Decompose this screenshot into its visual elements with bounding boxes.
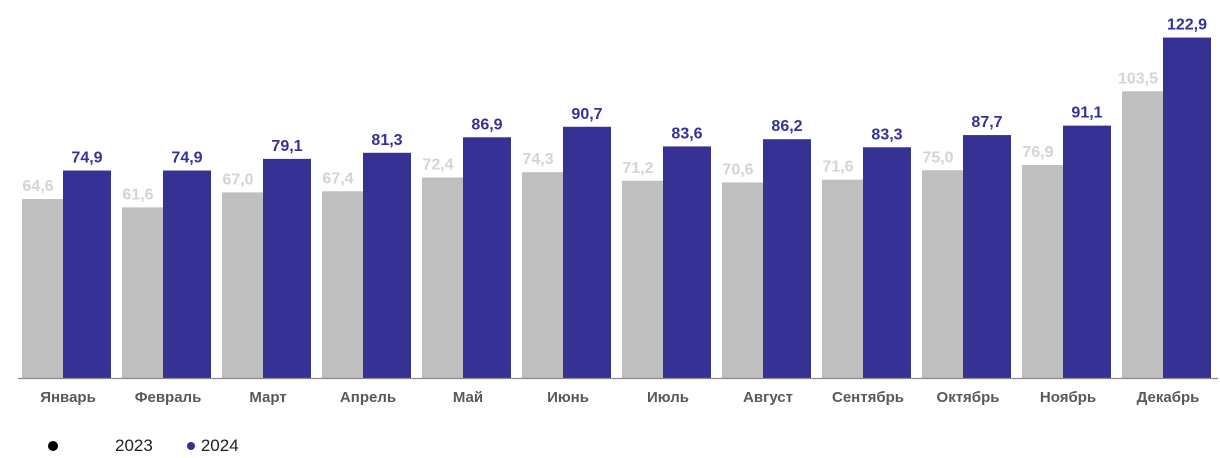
bar-2023-2 [122,207,170,378]
legend-marker-2024-icon [186,442,195,450]
bar-2024-1 [63,170,111,378]
bar-2023-12 [1122,91,1170,379]
category-label: Декабрь [1137,389,1200,406]
category-label: Январь [40,389,96,406]
bar-2023-1 [22,199,70,378]
bar-2024-6 [563,126,611,378]
data-label-2023-8: 70,6 [722,161,753,178]
category-label: Март [249,389,286,406]
data-label-2023-3: 67,0 [222,171,253,188]
data-label-2023-2: 61,6 [122,186,153,203]
data-label-2024-6: 90,7 [571,106,602,123]
data-label-2023-12: 103,5 [1118,70,1158,87]
data-label-2024-2: 74,9 [171,150,202,167]
bar-2023-4 [322,191,370,378]
category-label: Июнь [547,389,589,406]
legend: 2023 2024 [48,434,239,458]
data-label-2024-8: 86,2 [771,118,802,135]
data-label-2023-4: 67,4 [322,170,353,187]
bar-2024-12 [1163,37,1211,378]
category-label: Ноябрь [1040,389,1096,406]
bar-2024-4 [363,152,411,378]
data-label-2024-5: 86,9 [471,116,502,133]
bar-2024-11 [1063,125,1111,378]
bar-2024-2 [163,170,211,378]
bar-2024-10 [963,135,1011,378]
data-label-2024-11: 91,1 [1071,105,1102,122]
data-label-2023-1: 64,6 [22,178,53,195]
legend-marker-2023-icon [48,441,58,451]
bar-2024-3 [263,158,311,378]
bar-2024-9 [863,147,911,378]
bar-2024-5 [463,137,511,378]
category-label: Август [743,389,793,406]
bar-2023-9 [822,179,870,378]
bar-2024-8 [763,139,811,378]
data-label-2024-1: 74,9 [71,150,102,167]
category-label: Сентябрь [832,389,904,406]
bar-2023-7 [622,180,670,378]
bar-2023-3 [222,192,270,378]
legend-label-2023: 2023 [115,436,153,455]
data-label-2024-10: 87,7 [971,114,1002,131]
bar-2023-5 [422,177,470,378]
data-label-2023-10: 75,0 [922,149,953,166]
category-label: Май [453,389,483,406]
bar-2023-11 [1022,164,1070,378]
legend-label-2024: 2024 [200,436,239,455]
data-label-2023-11: 76,9 [1022,144,1053,161]
data-label-2024-7: 83,6 [671,125,702,142]
data-label-2024-4: 81,3 [371,132,402,149]
data-label-2024-12: 122,9 [1167,17,1207,34]
category-label: Апрель [340,389,396,406]
data-label-2023-9: 71,6 [822,159,853,176]
legend-item-2024: 2024 [186,436,239,456]
data-label-2024-3: 79,1 [271,138,302,155]
data-label-2024-9: 83,3 [871,126,902,143]
data-label-2023-6: 74,3 [522,151,553,168]
bar-2024-7 [663,146,711,378]
data-label-2023-5: 72,4 [422,156,453,173]
bar-2023-6 [522,172,570,378]
data-label-2023-7: 71,2 [622,160,653,177]
category-label: Февраль [135,389,202,406]
bar-chart: 64,6 74,9 Январь 61,6 74,9 Февраль 67,0 79,1 Мар… [18,17,1218,406]
category-label: Июль [647,389,689,406]
bar-2023-10 [922,170,970,378]
category-label: Октябрь [937,389,1000,406]
bar-2023-8 [722,182,770,378]
legend-item-2023: 2023 [48,436,153,456]
